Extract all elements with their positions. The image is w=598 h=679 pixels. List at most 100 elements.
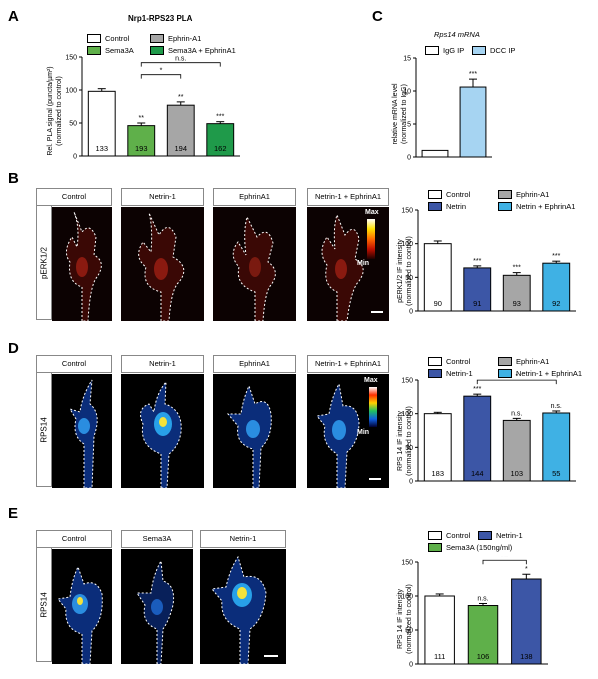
legend-label: Control [446,531,471,540]
micrograph-e-netrin [200,549,286,664]
bar [542,262,571,312]
legend-label: Netrin-1 [446,369,473,378]
legend-d-ephrin: Ephrin-A1 [498,357,549,366]
bracket-label: n.s. [175,56,186,63]
micrograph-b-control [52,207,112,321]
y-tick-label: 150 [401,378,413,385]
y-tick-label: 0 [73,154,77,161]
bar [542,412,571,482]
side-label-text: RPS14 [39,591,49,618]
header-b-netrin: Netrin-1 [121,188,204,206]
micrograph-d-ephrin [213,374,296,488]
y-tick-label: 0 [407,155,411,162]
panel-c-title: Rps14 mRNA [434,30,480,39]
panel-letter-c: C [372,8,383,25]
header-e-sema3a: Sema3A [121,530,193,548]
colorbar-max: Max [364,377,378,384]
n-label: 193 [135,144,148,153]
legend-c-dcc: DCC IP [472,46,515,55]
side-label-d: RPS14 [36,372,52,487]
legend-label: Netrin-1 [496,531,523,540]
y-tick-label: 100 [401,594,413,601]
significance-label: n.s. [477,595,488,602]
bar [421,149,449,158]
header-d-ephrin: EphrinA1 [213,355,296,373]
legend-label: IgG IP [443,46,465,55]
chart-d: 0 50 100 150 183 *** 144 n.s. 103 n.s. 55 * [401,374,576,486]
legend-b-netrin: Netrin [428,202,466,211]
micrograph-d-combo: Max Min [307,374,389,488]
n-label: 103 [510,469,523,478]
significance-label: ** [178,94,184,101]
y-tick-label: 50 [405,445,413,452]
header-b-control: Control [36,188,112,206]
y-tick-label: 0 [409,309,413,316]
header-b-ephrin: EphrinA1 [213,188,296,206]
header-b-combo: Netrin-1 + EphrinA1 [307,188,389,206]
legend-a-sema3a: Sema3A [87,46,134,55]
significance-label: *** [513,265,521,272]
y-tick-label: 50 [405,275,413,282]
legend-label: Netrin [446,202,467,211]
legend-d-netrin: Netrin-1 [428,369,473,378]
header-e-netrin: Netrin-1 [200,530,286,548]
legend-b-ephrin: Ephrin-A1 [498,190,549,199]
significance-label: ** [139,115,145,122]
significance-label: * [525,566,528,573]
bracket-label: * [515,374,518,380]
significance-label: n.s. [551,403,562,410]
legend-b-control: Control [428,190,470,199]
bar [424,595,455,665]
bracket [482,559,527,565]
bar [459,86,487,158]
n-label: 90 [434,299,442,308]
micrograph-e-sema3a [121,549,193,664]
legend-label: Netrin + EphrinA1 [516,202,576,211]
n-label: 183 [431,469,444,478]
colorbar-d [369,387,377,427]
significance-label: n.s. [511,410,522,417]
colorbar-min: Min [357,260,370,267]
legend-d-control: Control [428,357,470,366]
legend-a-sema-ephrin: Sema3A + EphrinA1 [150,46,236,55]
n-label: 144 [471,469,484,478]
n-label: 194 [174,144,187,153]
header-d-combo: Netrin-1 + EphrinA1 [307,355,389,373]
significance-label: *** [473,258,481,265]
micrograph-e-control [52,549,112,664]
micrograph-b-netrin [121,207,204,321]
micrograph-b-ephrin [213,207,296,321]
significance-label: *** [552,253,560,260]
y-tick-label: 0 [409,479,413,486]
legend-b-combo: Netrin + EphrinA1 [498,202,575,211]
y-tick-label: 50 [405,628,413,635]
legend-label: Control [446,357,471,366]
chart-a: 0 50 100 150 133 ** 193 ** 194 *** 162 * n.s. [65,55,240,161]
micrograph-b-combo: Max Min [307,207,389,321]
n-label: 55 [552,469,560,478]
side-label-e: RPS14 [36,547,52,662]
bar [467,605,499,665]
bar [511,578,542,665]
n-label: 111 [434,652,445,661]
chart-b: 0 50 100 150 90 *** 91 *** 93 *** 92 [401,208,576,316]
legend-d-combo: Netrin-1 + EphrinA1 [498,369,582,378]
n-label: 106 [477,652,490,661]
legend-a-control: Control [87,34,129,43]
y-tick-label: 50 [69,121,77,128]
panel-letter-d: D [8,340,19,357]
bracket-label: *** [501,556,509,560]
side-label-text: pERK1/2 [39,246,49,279]
panel-letter-a: A [8,8,19,25]
bar [423,243,452,312]
legend-e-sema3a: Sema3A (150ng/ml) [428,543,512,552]
legend-label: DCC IP [490,46,516,55]
legend-e-netrin: Netrin-1 [478,531,523,540]
side-label-b: pERK1/2 [36,205,52,320]
n-label: 93 [513,299,521,308]
micrograph-d-netrin [121,374,204,488]
legend-label: Sema3A [105,46,134,55]
n-label: 162 [214,144,227,153]
bar [463,395,492,482]
bracket-label: * [160,68,163,75]
